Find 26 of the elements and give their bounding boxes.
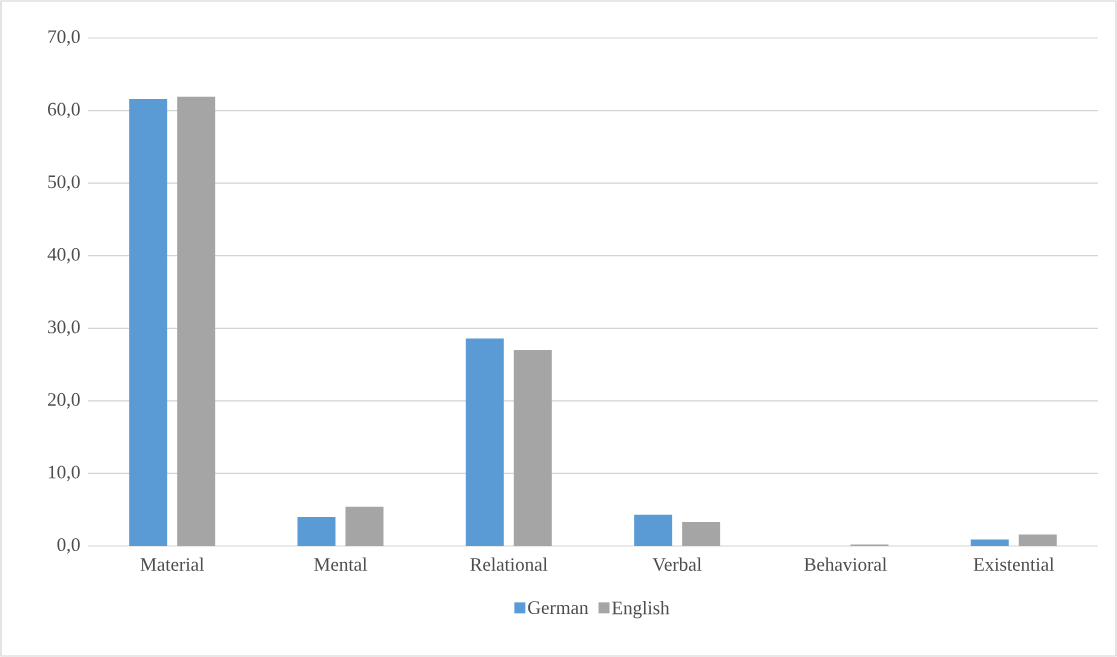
bar bbox=[634, 514, 673, 546]
y-tick-label: 50,0 bbox=[48, 175, 80, 191]
x-tick-label: Mental bbox=[314, 557, 368, 571]
y-tick-label: 20,0 bbox=[48, 393, 80, 409]
y-tick-label: 70,0 bbox=[48, 30, 80, 46]
x-tick-label: Verbal bbox=[652, 557, 702, 571]
bar bbox=[177, 96, 216, 546]
y-tick-label: 10,0 bbox=[48, 465, 80, 482]
x-tick-label: Existential bbox=[973, 557, 1055, 571]
legend-label: English bbox=[612, 601, 670, 619]
bar bbox=[465, 338, 504, 546]
bar bbox=[513, 350, 552, 546]
x-tick-label: Relational bbox=[470, 557, 548, 571]
bar bbox=[129, 98, 168, 546]
x-tick-label: Behavioral bbox=[804, 557, 887, 571]
y-tick-label: 0,0 bbox=[57, 538, 80, 554]
y-tick-label: 60,0 bbox=[48, 102, 80, 119]
bar bbox=[682, 522, 721, 546]
bar bbox=[970, 539, 1009, 546]
x-tick-label: Material bbox=[140, 557, 204, 571]
bar bbox=[297, 516, 336, 546]
y-tick-label: 40,0 bbox=[47, 247, 80, 264]
legend-label: German bbox=[528, 601, 589, 615]
bar bbox=[1018, 534, 1057, 546]
y-tick-label: 30,0 bbox=[48, 320, 80, 337]
bar bbox=[345, 506, 384, 546]
